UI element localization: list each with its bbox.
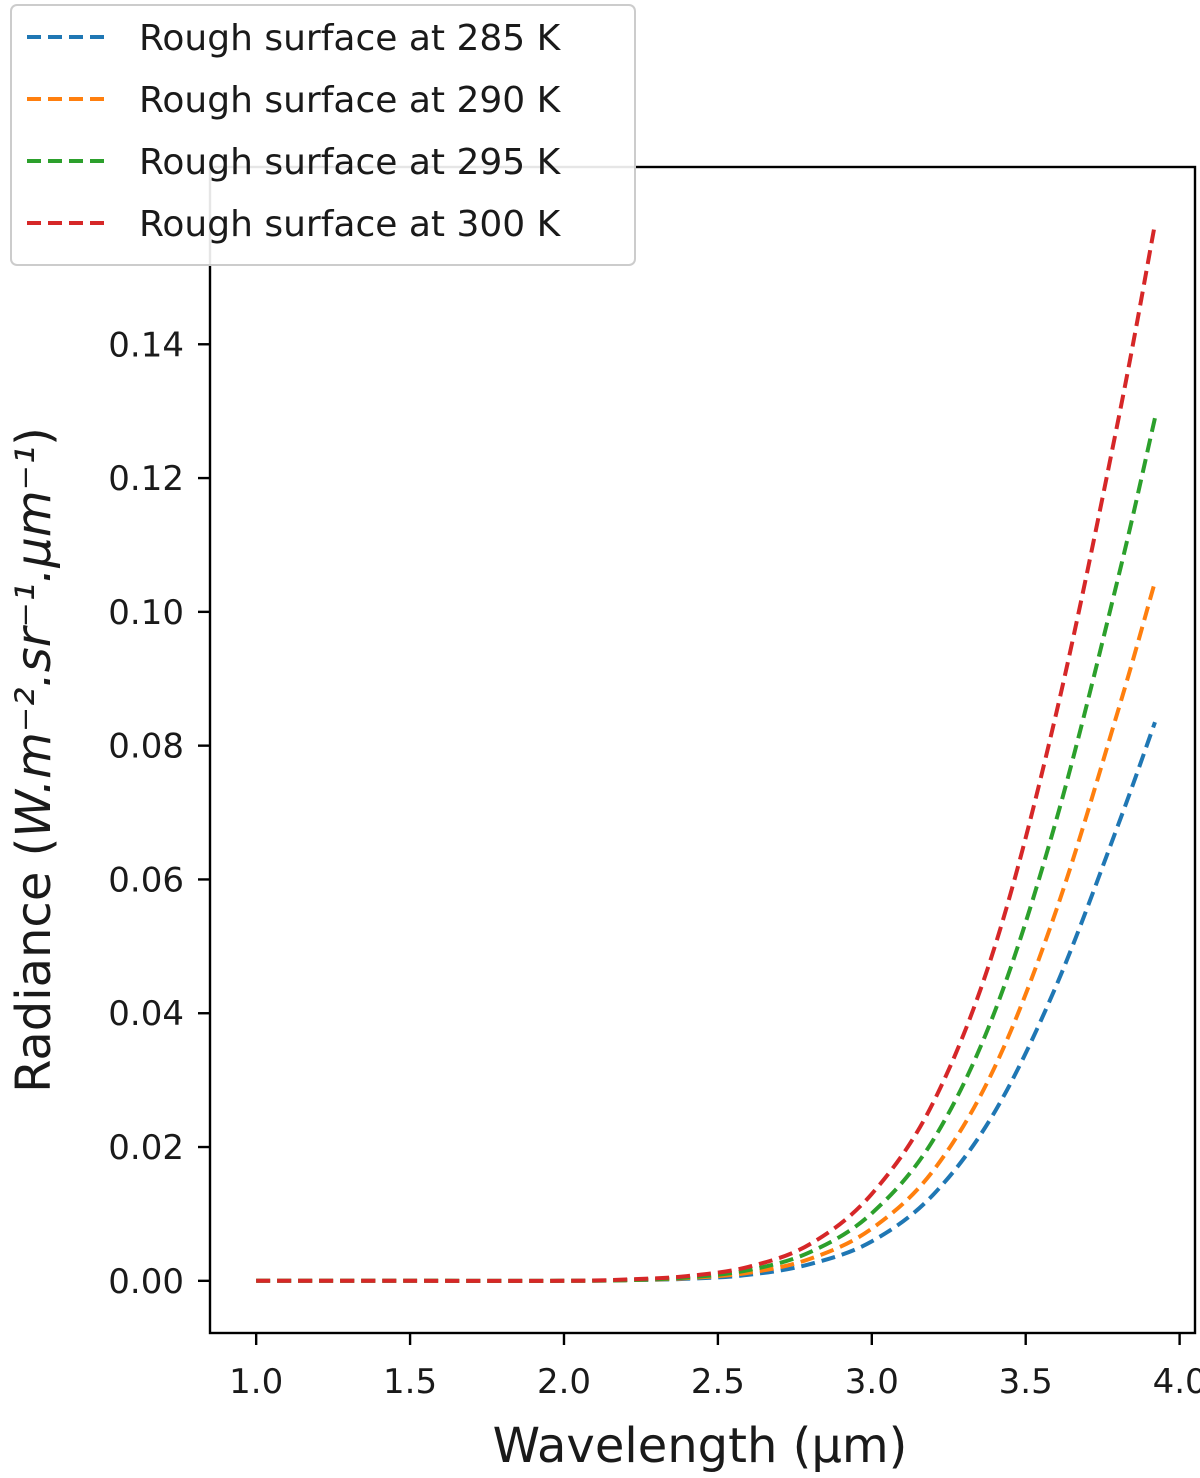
y-axis-title-prefix: Radiance ( — [6, 838, 62, 1093]
series-line-rough-surface-at-290-k — [256, 581, 1157, 1283]
legend-label: Rough surface at 295 K — [139, 142, 562, 183]
y-tick-label: 0.04 — [108, 994, 184, 1034]
legend-box — [10, 4, 636, 266]
x-axis-title: Wavelength (µm) — [493, 1418, 908, 1474]
x-tick-label: 4.0 — [1153, 1362, 1200, 1402]
y-tick-label: 0.14 — [108, 325, 184, 365]
legend-label: Rough surface at 285 K — [139, 18, 562, 59]
plot-frame — [208, 165, 1197, 1335]
y-tick-label: 0.08 — [108, 727, 184, 767]
x-tick-label: 1.5 — [383, 1362, 437, 1402]
y-axis-title-units: W.m⁻².sr⁻¹.µm⁻¹ — [6, 446, 62, 838]
legend: Rough surface at 285 K Rough surface at 2… — [10, 4, 636, 266]
y-tick-label: 0.00 — [108, 1262, 184, 1302]
x-tick-label: 3.5 — [999, 1362, 1053, 1402]
x-axis-ticks: 1.0 1.5 2.0 2.5 3.0 3.5 4.0 — [229, 1333, 1200, 1402]
legend-label: Rough surface at 290 K — [139, 80, 562, 121]
y-tick-label: 0.10 — [108, 593, 184, 633]
series-line-rough-surface-at-300-k — [256, 223, 1157, 1283]
x-tick-label: 3.0 — [845, 1362, 899, 1402]
y-axis-ticks: 0.00 0.02 0.04 0.06 0.08 0.10 0.12 0.14 — [108, 325, 210, 1302]
y-tick-label: 0.02 — [108, 1128, 184, 1168]
y-tick-label: 0.12 — [108, 459, 184, 499]
legend-items: Rough surface at 285 K Rough surface at 2… — [27, 18, 562, 245]
series-lines — [256, 223, 1157, 1283]
plot-area — [208, 165, 1197, 1335]
legend-label: Rough surface at 300 K — [139, 204, 562, 245]
y-axis-title: Radiance (W.m⁻².sr⁻¹.µm⁻¹) — [6, 427, 62, 1093]
y-tick-label: 0.06 — [108, 860, 184, 900]
x-tick-label: 1.0 — [229, 1362, 283, 1402]
x-tick-label: 2.5 — [691, 1362, 745, 1402]
x-tick-label: 2.0 — [537, 1362, 591, 1402]
y-axis-title-suffix: ) — [6, 427, 62, 446]
